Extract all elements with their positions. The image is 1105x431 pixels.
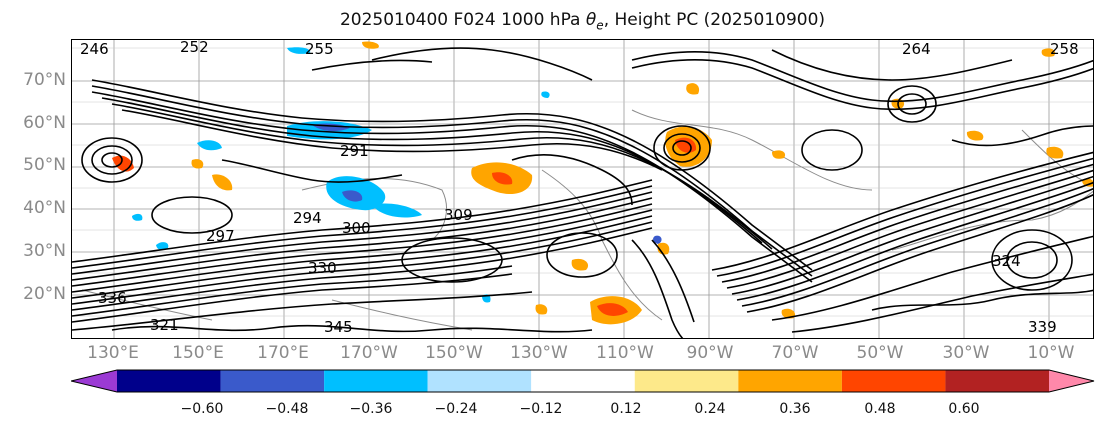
contour-label: 258: [1050, 40, 1079, 58]
lon-label-50w: 50°W: [856, 343, 904, 363]
negative-anomaly-patch: [541, 91, 550, 98]
contour-label: 339: [1028, 318, 1057, 336]
colorbar-tick-label: 0.48: [864, 401, 896, 417]
colorbar-segment: [841, 370, 946, 392]
lon-label-150w: 150°W: [425, 343, 483, 363]
lat-label-50n: 50°N: [23, 155, 66, 175]
lat-label-30n: 30°N: [23, 241, 66, 261]
negative-anomaly-patch: [287, 47, 311, 54]
colorbar-tick-label: −0.24: [434, 401, 478, 417]
positive-anomaly-patch: [191, 159, 204, 169]
lon-label-170e: 170°E: [257, 343, 309, 363]
colorbar-segment: [71, 370, 117, 392]
positive-anomaly-patch: [1046, 146, 1064, 159]
colorbar-tick-label: −0.60: [180, 401, 224, 417]
positive-anomaly-patch: [212, 174, 233, 191]
lat-label-20n: 20°N: [23, 284, 66, 304]
title-theta-subscript: e: [596, 18, 604, 33]
negative-anomaly-patch: [372, 203, 422, 218]
contour-label: 252: [180, 40, 209, 56]
positive-anomaly-patch: [535, 304, 548, 315]
colorbar-tick-label: 0.12: [610, 401, 642, 417]
positive-anomaly-patch: [597, 303, 628, 316]
positive-anomaly-patch: [362, 41, 379, 49]
colorbar-segment: [738, 370, 842, 392]
positive-anomaly-patch: [571, 258, 589, 271]
map-canvas: 252 255 264 258 291 294 297 300 309 330 …: [72, 40, 1093, 338]
colorbar-segment: [634, 370, 739, 392]
colorbar-segment: [117, 370, 221, 392]
negative-anomaly-patch: [342, 190, 363, 202]
contour-labels: 252 255 264 258 291 294 297 300 309 330 …: [80, 40, 1079, 336]
negative-anomaly-patch: [197, 140, 222, 151]
contour-label: 300: [342, 219, 371, 237]
lon-label-30w: 30°W: [942, 343, 990, 363]
colorbar-segment: [531, 370, 635, 392]
lon-label-150e: 150°E: [172, 343, 224, 363]
colorbar-tick-label: −0.12: [519, 401, 563, 417]
contour-label: 255: [305, 40, 334, 58]
positive-anomaly-patch: [781, 308, 796, 319]
map-panel: 252 255 264 258 291 294 297 300 309 330 …: [71, 39, 1094, 339]
colorbar-segment: [324, 370, 428, 392]
contour-label: 336: [98, 289, 127, 307]
colorbar-tick-label: −0.48: [265, 401, 309, 417]
contour-label: 291: [340, 142, 369, 160]
contour-label: 324: [992, 252, 1021, 270]
lon-label-130w: 130°W: [510, 343, 568, 363]
negative-anomaly-patch: [653, 235, 662, 244]
title-suffix: , Height PC (2025010900): [603, 10, 826, 30]
contour-label: 345: [324, 318, 353, 336]
contour-label: 246: [80, 40, 109, 58]
colorbar-tick-label: −0.36: [349, 401, 393, 417]
colorbar-segment: [1049, 370, 1094, 392]
contour-label: 297: [206, 227, 235, 245]
contour-label: 321: [150, 316, 179, 334]
lat-label-70n: 70°N: [23, 70, 66, 90]
title-theta: θ: [585, 10, 597, 30]
colorbar-tick-label: 0.36: [779, 401, 811, 417]
negative-anomaly-patch: [156, 242, 169, 251]
positive-anomaly-patch: [1041, 48, 1056, 57]
lon-label-170w: 170°W: [340, 343, 398, 363]
lon-label-70w: 70°W: [771, 343, 819, 363]
contour-label: 330: [308, 259, 337, 277]
lon-label-90w: 90°W: [686, 343, 734, 363]
colorbar-tick-label: 0.60: [948, 401, 980, 417]
lon-label-10w: 10°W: [1027, 343, 1075, 363]
lat-label-60n: 60°N: [23, 113, 66, 133]
lon-label-130e: 130°E: [87, 343, 139, 363]
map-title: 2025010400 F024 1000 hPa θe, Height PC (…: [0, 10, 1105, 32]
colorbar-segment: [427, 370, 532, 392]
colorbar-segment: [220, 370, 325, 392]
title-prefix: 2025010400 F024 1000 hPa: [339, 10, 586, 30]
lon-label-110w: 110°W: [596, 343, 654, 363]
contour-label: 264: [902, 40, 931, 58]
positive-anomaly-patch: [966, 130, 984, 141]
positive-anomaly-patch: [772, 150, 786, 159]
lat-label-40n: 40°N: [23, 198, 66, 218]
colorbar-tick-label: 0.24: [694, 401, 726, 417]
shaded-anomaly-patches: [112, 41, 1093, 325]
positive-anomaly-patch: [686, 83, 700, 95]
colorbar: [71, 369, 1095, 393]
negative-anomaly-patch: [132, 213, 143, 221]
contour-label: 309: [444, 206, 473, 224]
positive-anomaly-patch: [492, 172, 513, 185]
contour-label: 294: [293, 209, 322, 227]
colorbar-segment: [945, 370, 1049, 392]
positive-anomaly-patch: [1082, 178, 1093, 187]
contour-lines: [72, 47, 1093, 338]
